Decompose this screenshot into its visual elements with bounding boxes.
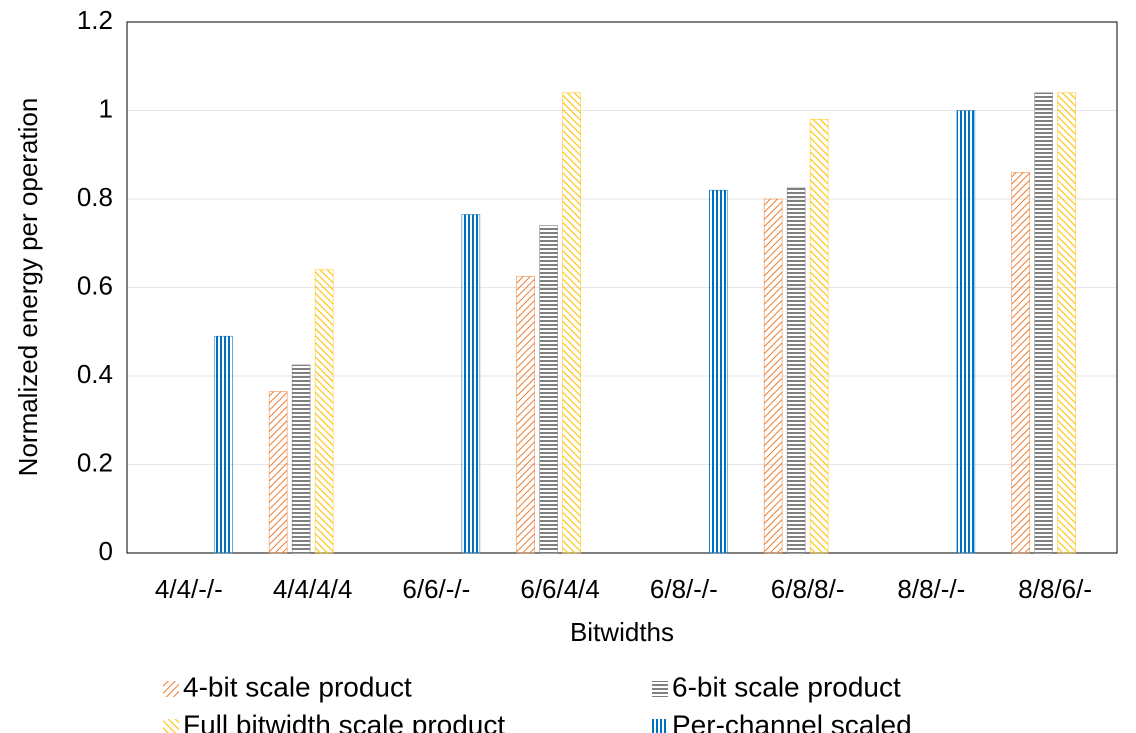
y-tick-label: 1.2 [77,5,113,35]
x-tick-label: 6/8/8/- [771,574,845,604]
bar [562,92,581,554]
y-tick-label: 0.4 [77,359,113,389]
x-tick-label: 4/4/4/4 [273,574,353,604]
bar [786,187,806,554]
x-tick-label: 6/8/-/- [650,574,718,604]
bar [763,198,783,554]
bar [314,269,334,554]
bar [539,225,558,554]
x-tick-label: 6/6/4/4 [520,574,600,604]
legend-swatch [652,681,668,697]
bar [1034,92,1053,554]
bar [214,335,233,554]
y-axis-title: Normalized energy per operation [13,98,43,477]
legend-swatch [163,681,179,697]
y-tick-label: 0.6 [77,270,113,300]
x-tick-label: 8/8/6/- [1018,574,1092,604]
legend-label: Per-channel scaled [672,709,912,733]
bar [268,391,288,554]
bar [461,214,481,554]
legend-swatch [163,719,179,733]
x-tick-label: 4/4/-/- [155,574,223,604]
legend-label: Full bitwidth scale product [183,709,505,733]
y-tick-label: 0.8 [77,182,113,212]
bar [709,189,728,554]
x-tick-label: 6/6/-/- [402,574,470,604]
y-tick-label: 1 [99,93,113,123]
legend-swatch [652,719,668,733]
y-tick-label: 0 [99,536,113,566]
bar [1057,92,1076,554]
plot-frame [126,21,1118,554]
bar [809,119,829,554]
bar [1011,172,1030,554]
bar [516,276,535,554]
bar [291,364,311,554]
x-axis-title: Bitwidths [570,617,674,647]
x-tick-label: 8/8/-/- [897,574,965,604]
legend-label: 6-bit scale product [672,671,901,702]
y-tick-label: 0.2 [77,447,113,477]
legend-label: 4-bit scale product [183,671,412,702]
bar [956,110,976,554]
